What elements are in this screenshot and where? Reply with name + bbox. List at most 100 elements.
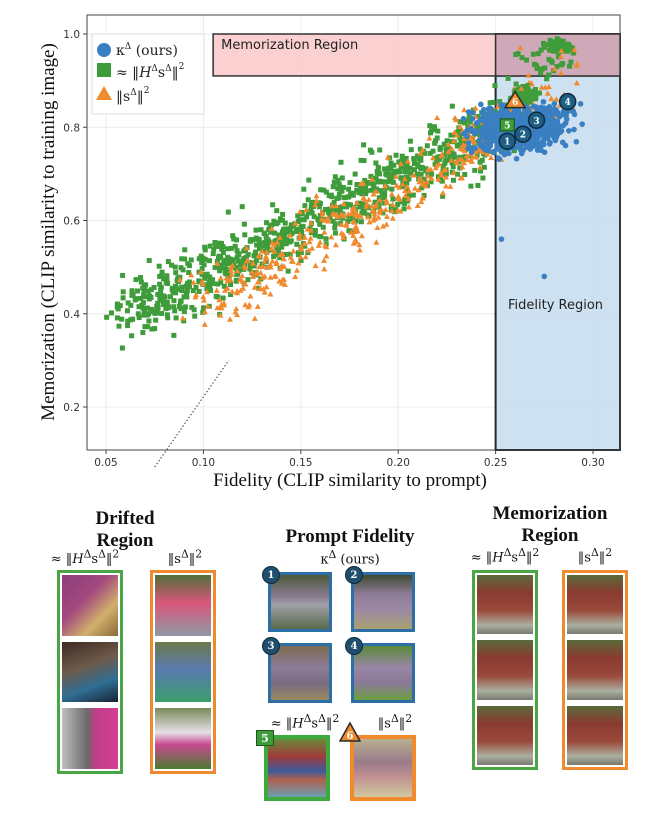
point-square	[531, 61, 537, 67]
point-square	[225, 272, 231, 278]
point-triangle	[383, 213, 390, 220]
point-square	[389, 186, 395, 192]
point-square	[323, 189, 329, 195]
point-triangle	[461, 147, 468, 154]
point-square	[297, 217, 303, 223]
point-triangle	[249, 260, 256, 266]
point-square	[406, 193, 412, 199]
point-square	[247, 266, 253, 272]
point-triangle	[370, 217, 377, 223]
axes-frame	[86, 14, 621, 451]
point-square	[257, 240, 263, 246]
point-triangle	[303, 206, 310, 212]
point-triangle	[254, 303, 261, 309]
point-square	[167, 294, 173, 300]
point-square	[140, 300, 146, 306]
point-square	[209, 281, 215, 287]
point-square	[287, 226, 293, 232]
point-square	[215, 255, 221, 261]
point-triangle	[188, 272, 195, 278]
point-square	[457, 135, 463, 141]
point-square	[253, 235, 259, 241]
point-square	[117, 303, 123, 309]
point-square	[215, 281, 221, 287]
point-triangle	[280, 255, 287, 262]
point-square	[443, 158, 449, 164]
point-circle	[522, 119, 529, 125]
point-square	[172, 308, 178, 314]
point-square	[273, 221, 279, 227]
point-triangle	[263, 283, 270, 290]
point-square	[129, 288, 135, 294]
point-square	[172, 283, 178, 289]
point-square	[178, 306, 184, 312]
point-circle	[530, 137, 537, 143]
point-triangle	[179, 315, 186, 321]
point-square	[215, 294, 221, 300]
legend-label-hessian: ≈ ‖HΔsΔ‖2	[116, 62, 184, 81]
point-triangle	[405, 195, 412, 202]
point-triangle	[456, 156, 463, 162]
point-square	[552, 45, 558, 51]
point-square	[357, 204, 363, 210]
point-square	[377, 147, 383, 153]
x-tick-label: 0.05	[94, 457, 117, 469]
point-triangle	[453, 132, 460, 138]
point-square	[554, 64, 560, 70]
point-square	[393, 207, 399, 213]
point-square	[134, 288, 140, 294]
point-square	[487, 138, 493, 144]
point-square	[398, 164, 404, 170]
point-square	[185, 280, 191, 286]
badge-5: 5	[256, 730, 274, 746]
highlight-point-6	[503, 90, 527, 109]
point-square	[448, 132, 454, 138]
point-square	[294, 241, 300, 247]
point-square	[173, 315, 179, 321]
point-triangle	[345, 210, 352, 217]
point-triangle	[389, 215, 396, 221]
point-triangle	[457, 123, 464, 129]
point-square	[407, 138, 413, 144]
point-square	[251, 272, 257, 278]
point-square	[155, 305, 161, 311]
point-square	[177, 299, 183, 305]
point-square	[534, 66, 540, 72]
point-square	[233, 265, 239, 271]
point-square	[536, 90, 542, 96]
point-square	[338, 159, 344, 165]
point-triangle	[239, 278, 246, 284]
point-triangle	[263, 255, 270, 261]
axes: 0.05 0.10 0.15 0.20 0.25 0.30 0.2 0.4 0.6 0.8 1.0	[63, 14, 621, 469]
point-square	[253, 227, 259, 233]
point-square	[148, 294, 154, 300]
point-square	[519, 55, 525, 61]
point-square	[254, 242, 260, 248]
point-square	[521, 84, 527, 90]
fidelity-label-5: ≈ ‖HΔsΔ‖2	[270, 712, 340, 732]
point-triangle	[356, 247, 363, 253]
x-tick-label: 0.20	[387, 457, 410, 469]
point-square	[478, 168, 484, 174]
point-triangle	[271, 273, 278, 279]
point-triangle	[317, 239, 324, 245]
fidelity-title: Prompt Fidelity	[285, 526, 415, 547]
point-square	[530, 51, 536, 57]
point-triangle	[293, 267, 300, 273]
point-triangle	[447, 183, 454, 189]
y-axis-label: Memorization (CLIP similarity to trainin…	[38, 43, 59, 421]
point-square	[397, 169, 403, 175]
point-square	[128, 317, 134, 323]
point-circle	[517, 145, 524, 152]
point-square	[204, 271, 210, 277]
point-triangle	[261, 273, 268, 279]
point-square	[540, 40, 546, 46]
point-square	[218, 240, 224, 246]
point-triangle	[414, 202, 421, 209]
highlight-label-1: 1	[504, 138, 510, 148]
drifted-col1-math: ≈ ‖HΔsΔ‖2	[50, 548, 120, 568]
point-triangle	[216, 296, 223, 303]
point-triangle	[269, 258, 276, 264]
point-square	[381, 166, 387, 172]
point-triangle	[242, 264, 249, 271]
